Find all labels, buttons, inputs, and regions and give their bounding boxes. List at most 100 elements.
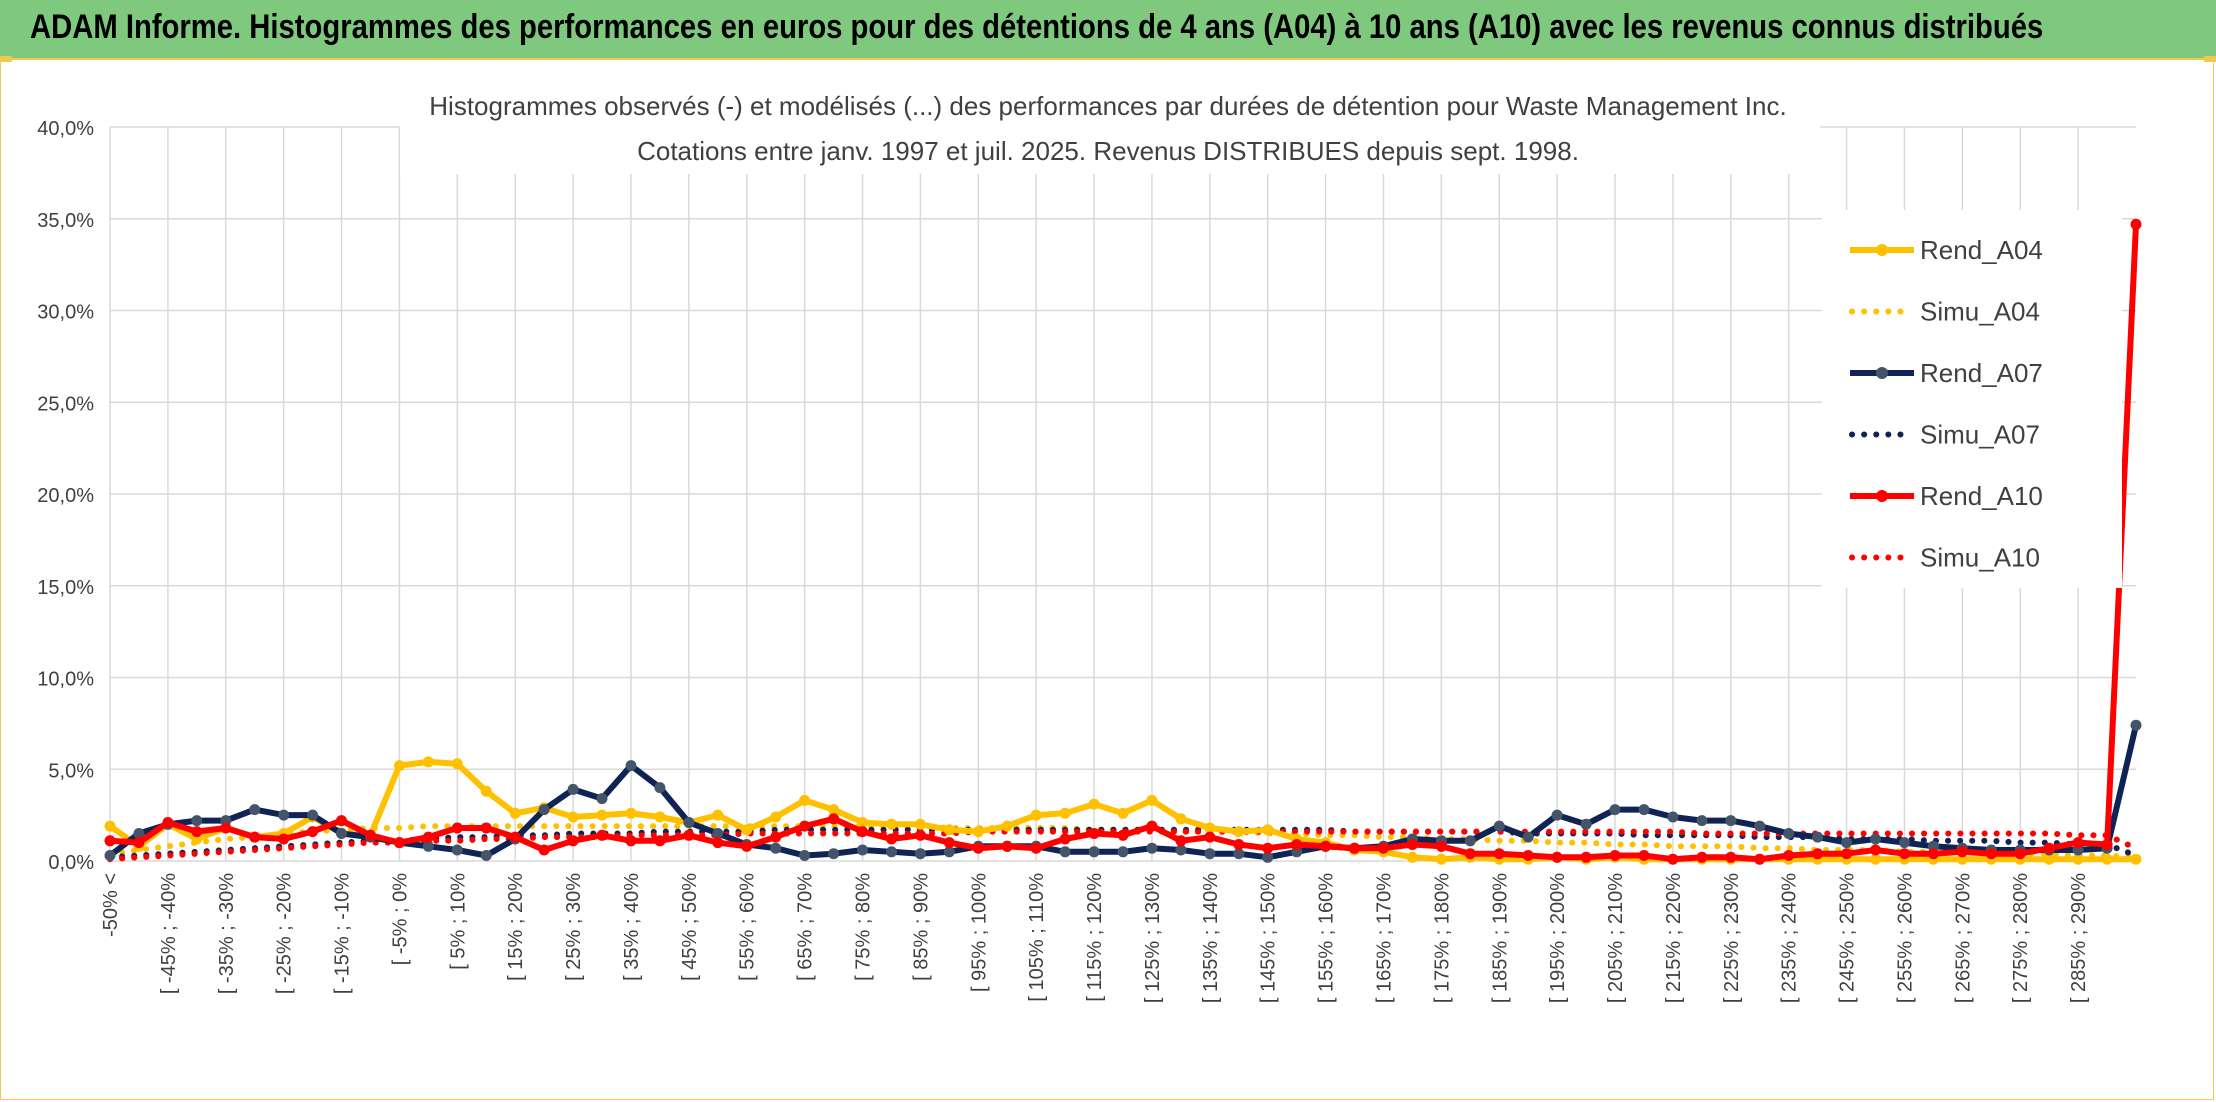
data-point [567, 783, 579, 795]
y-tick-label: 10,0% [37, 669, 94, 691]
data-point [1406, 839, 1418, 850]
data-point [1233, 826, 1245, 838]
legend-item: Rend_A10 [1850, 481, 2043, 511]
data-point [2043, 853, 2055, 865]
x-tick-label: [ -15% ; -10% [332, 873, 354, 994]
data-point [828, 813, 840, 825]
legend-label: Simu_A07 [1920, 420, 2040, 450]
legend-box [1822, 210, 2122, 588]
legend-marker [1876, 244, 1888, 256]
x-tick-label: [ 205% ; 210% [1605, 873, 1627, 1003]
data-point [365, 829, 376, 841]
data-point [336, 815, 347, 827]
data-point [249, 804, 261, 816]
data-point [538, 844, 550, 856]
x-tick-label: [ 5% ; 10% [447, 873, 469, 970]
data-point [886, 846, 897, 858]
data-point [1117, 829, 1129, 841]
data-point [307, 809, 319, 821]
data-point [1725, 851, 1737, 863]
data-point [2130, 218, 2142, 230]
data-point [1435, 840, 1447, 852]
data-point [1175, 813, 1187, 825]
data-point [1667, 853, 1679, 865]
data-point [1320, 840, 1332, 852]
data-point [133, 828, 145, 839]
data-point [1117, 807, 1129, 819]
x-tick-label: [ 105% ; 110% [1026, 873, 1048, 1002]
chart-subtitle: Cotations entre janv. 1997 et juil. 2025… [637, 136, 1579, 166]
report-title: ADAM Informe. Histogrammes des performan… [30, 8, 2044, 46]
data-point [1899, 837, 1910, 849]
data-point [625, 760, 637, 772]
data-point [1117, 846, 1129, 858]
x-tick-label: [ 265% ; 270% [1952, 873, 1974, 1003]
legend-item: Simu_A10 [1849, 543, 2040, 573]
data-point [1059, 833, 1071, 845]
data-point [451, 844, 463, 856]
data-point [1870, 833, 1881, 845]
data-point [683, 817, 695, 828]
data-point [799, 850, 811, 861]
legend-label: Rend_A10 [1920, 481, 2043, 511]
x-tick-label: [ 275% ; 280% [2010, 873, 2032, 1003]
x-tick-label: [ 235% ; 240% [1779, 873, 1801, 1003]
data-point [451, 822, 463, 834]
legend-label: Simu_A04 [1920, 297, 2040, 327]
data-point [857, 817, 868, 828]
data-point [191, 826, 203, 838]
data-point [799, 794, 811, 806]
data-point [249, 831, 261, 843]
data-point [133, 837, 145, 849]
data-point [422, 831, 434, 843]
data-point [1204, 831, 1216, 843]
y-tick-label: 15,0% [37, 577, 94, 599]
data-point [1754, 820, 1766, 832]
data-point [972, 842, 984, 854]
data-point [2130, 719, 2142, 731]
x-tick-label: [ 145% ; 150% [1258, 873, 1280, 1003]
x-tick-label: [ 245% ; 250% [1837, 873, 1859, 1003]
data-point [220, 822, 232, 834]
data-point [191, 815, 203, 827]
x-tick-label: [ 285% ; 290% [2068, 873, 2090, 1003]
data-point [914, 848, 926, 860]
data-point [1001, 840, 1013, 852]
data-point [1233, 839, 1245, 850]
y-tick-label: 25,0% [37, 393, 94, 415]
data-point [336, 828, 347, 839]
data-point [943, 824, 955, 836]
data-point [1175, 844, 1187, 856]
data-point [104, 820, 116, 832]
data-point [1030, 842, 1042, 854]
data-point [1870, 853, 1881, 865]
data-point [1696, 851, 1708, 863]
data-point [1262, 842, 1274, 854]
data-point [393, 837, 405, 849]
y-tick-label: 20,0% [37, 485, 94, 507]
data-point [943, 837, 955, 849]
data-point [770, 811, 782, 823]
data-point [914, 829, 926, 841]
data-point [857, 826, 868, 838]
legend-item: Simu_A04 [1849, 297, 2040, 327]
x-tick-label: [ -25% ; -20% [274, 873, 296, 994]
x-tick-label: [ -5% ; 0% [389, 873, 411, 965]
data-point [1349, 842, 1360, 854]
data-point [596, 793, 608, 805]
legend-item: Simu_A07 [1849, 420, 2040, 450]
data-point [770, 831, 782, 843]
data-point [1985, 848, 1997, 860]
data-point [712, 809, 724, 821]
x-tick-label: [ -45% ; -40% [158, 873, 180, 994]
x-tick-label: [ 255% ; 260% [1894, 873, 1916, 1003]
data-point [712, 828, 724, 839]
data-point [596, 829, 608, 841]
chart-title: Histogrammes observés (-) et modélisés (… [429, 91, 1786, 121]
data-point [1059, 846, 1071, 858]
data-point [1899, 848, 1910, 860]
data-point [1783, 850, 1795, 861]
data-point [1262, 824, 1274, 836]
grid [109, 126, 2136, 862]
